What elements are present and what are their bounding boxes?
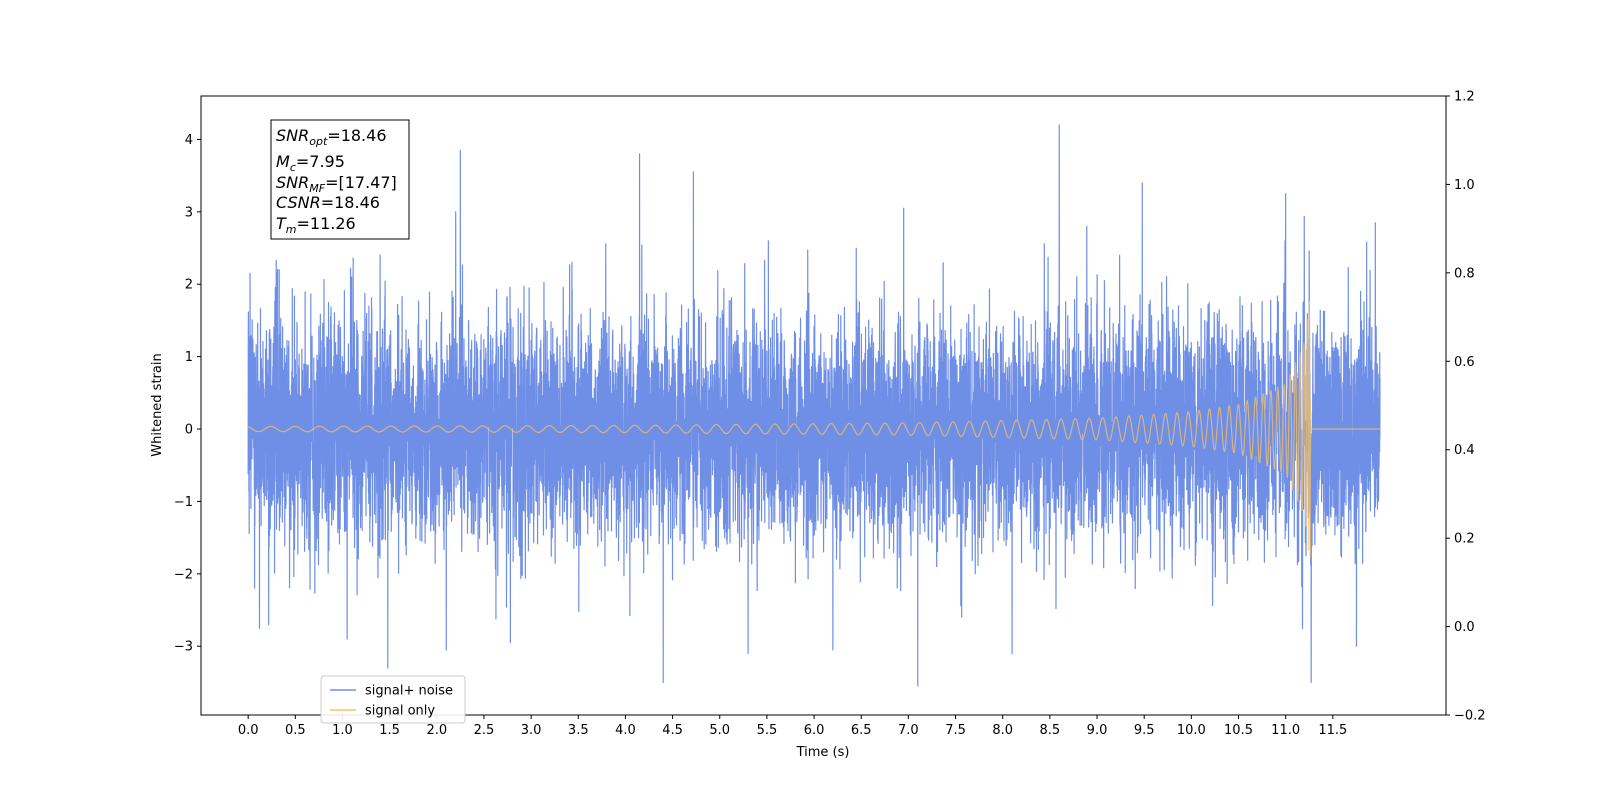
- annotation-symbol: M: [276, 152, 290, 171]
- annotation-value: =[17.47]: [325, 173, 397, 192]
- x-tick-label: 6.0: [804, 723, 825, 738]
- annotation-subscript: MF: [309, 182, 325, 195]
- series-signal-plus-noise: [247, 124, 1381, 687]
- annotation-symbol: SNR: [276, 173, 309, 192]
- axes-frame: [200, 95, 1447, 716]
- y-tick-label: 2: [185, 278, 193, 293]
- x-tick-label: 7.0: [898, 723, 919, 738]
- y-axis-label: Whitened strain: [150, 353, 165, 456]
- x-tick-label: 3.0: [521, 723, 542, 738]
- x-tick-label: 9.5: [1134, 723, 1155, 738]
- x-tick-label: 11.0: [1271, 723, 1300, 738]
- x-tick-label: 6.5: [851, 723, 872, 738]
- annotation-line: SNRMF=[17.47]: [276, 173, 397, 195]
- annotation-line: CSNR=18.46: [276, 193, 380, 212]
- annotation-subscript: opt: [309, 135, 328, 148]
- annotation-box: SNRopt=18.46Mc=7.95SNRMF=[17.47]CSNR=18.…: [270, 119, 410, 240]
- legend-label: signal+ noise: [365, 684, 453, 699]
- x-tick-label: 8.0: [992, 723, 1013, 738]
- y-axis-right: −0.2 0.0 0.2 0.4 0.6 0.8 1.0 1.2: [1446, 90, 1486, 724]
- x-tick-label: 5.5: [757, 723, 778, 738]
- x-tick-label: 9.0: [1087, 723, 1108, 738]
- x-tick-label: 1.5: [379, 723, 400, 738]
- x-tick-label: 2.0: [426, 723, 447, 738]
- x-tick-label: 0.0: [238, 723, 259, 738]
- y2-tick-label: 0.4: [1454, 443, 1475, 458]
- x-axis: 0.0 0.5 1.0 1.5 2.0 2.5 3.0 3.5 4.0 4.5 5.0 5.5 6.0 6…: [238, 715, 1347, 738]
- y-axis-left: −3 −2 −1 0 1 2 3 4: [174, 133, 201, 655]
- y2-tick-label: 0.0: [1454, 620, 1475, 635]
- x-tick-label: 0.5: [285, 723, 306, 738]
- y-tick-label: 1: [185, 350, 193, 365]
- x-tick-label: 7.5: [945, 723, 966, 738]
- annotation-value: =11.26: [297, 214, 356, 233]
- y2-tick-label: −0.2: [1454, 709, 1486, 724]
- annotation-value: =7.95: [296, 152, 345, 171]
- y-tick-label: 0: [185, 423, 193, 438]
- y2-tick-label: 0.2: [1454, 532, 1475, 547]
- annotation-line: Mc=7.95: [276, 152, 345, 174]
- y2-tick-label: 1.0: [1454, 178, 1475, 193]
- y2-tick-label: 0.8: [1454, 266, 1475, 281]
- legend-frame: [320, 675, 466, 724]
- x-tick-label: 4.0: [615, 723, 636, 738]
- x-tick-label: 1.0: [332, 723, 353, 738]
- plot-area: [247, 124, 1381, 687]
- x-tick-label: 4.5: [662, 723, 683, 738]
- annotation-line: Tm=11.26: [276, 214, 356, 236]
- series-signal-only: [247, 300, 1380, 558]
- annotation-line: SNRopt=18.46: [276, 126, 387, 148]
- y2-tick-label: 0.6: [1454, 355, 1475, 370]
- x-tick-label: 11.5: [1318, 723, 1347, 738]
- legend-label: signal only: [365, 704, 435, 719]
- annotation-symbol: CSNR: [276, 193, 321, 212]
- x-tick-label: 2.5: [474, 723, 495, 738]
- y2-tick-label: 1.2: [1454, 90, 1475, 105]
- legend: signal+ noise signal only: [320, 675, 466, 724]
- x-tick-label: 3.5: [568, 723, 589, 738]
- annotation-value: =18.46: [321, 193, 380, 212]
- x-tick-label: 5.0: [709, 723, 730, 738]
- annotation-frame: [270, 119, 410, 240]
- y-tick-label: 3: [185, 205, 193, 220]
- annotation-symbol: T: [276, 214, 287, 233]
- y-tick-label: −1: [174, 495, 193, 510]
- annotation-subscript: c: [290, 161, 296, 174]
- y-tick-label: 4: [185, 133, 193, 148]
- x-axis-label: Time (s): [796, 745, 850, 760]
- annotation-symbol: SNR: [276, 126, 309, 145]
- annotation-value: =18.46: [327, 126, 386, 145]
- x-tick-label: 10.0: [1177, 723, 1206, 738]
- y-tick-label: −2: [174, 567, 193, 582]
- annotation-subscript: m: [286, 223, 297, 236]
- y-tick-label: −3: [174, 640, 193, 655]
- x-tick-label: 10.5: [1224, 723, 1253, 738]
- x-tick-label: 8.5: [1040, 723, 1061, 738]
